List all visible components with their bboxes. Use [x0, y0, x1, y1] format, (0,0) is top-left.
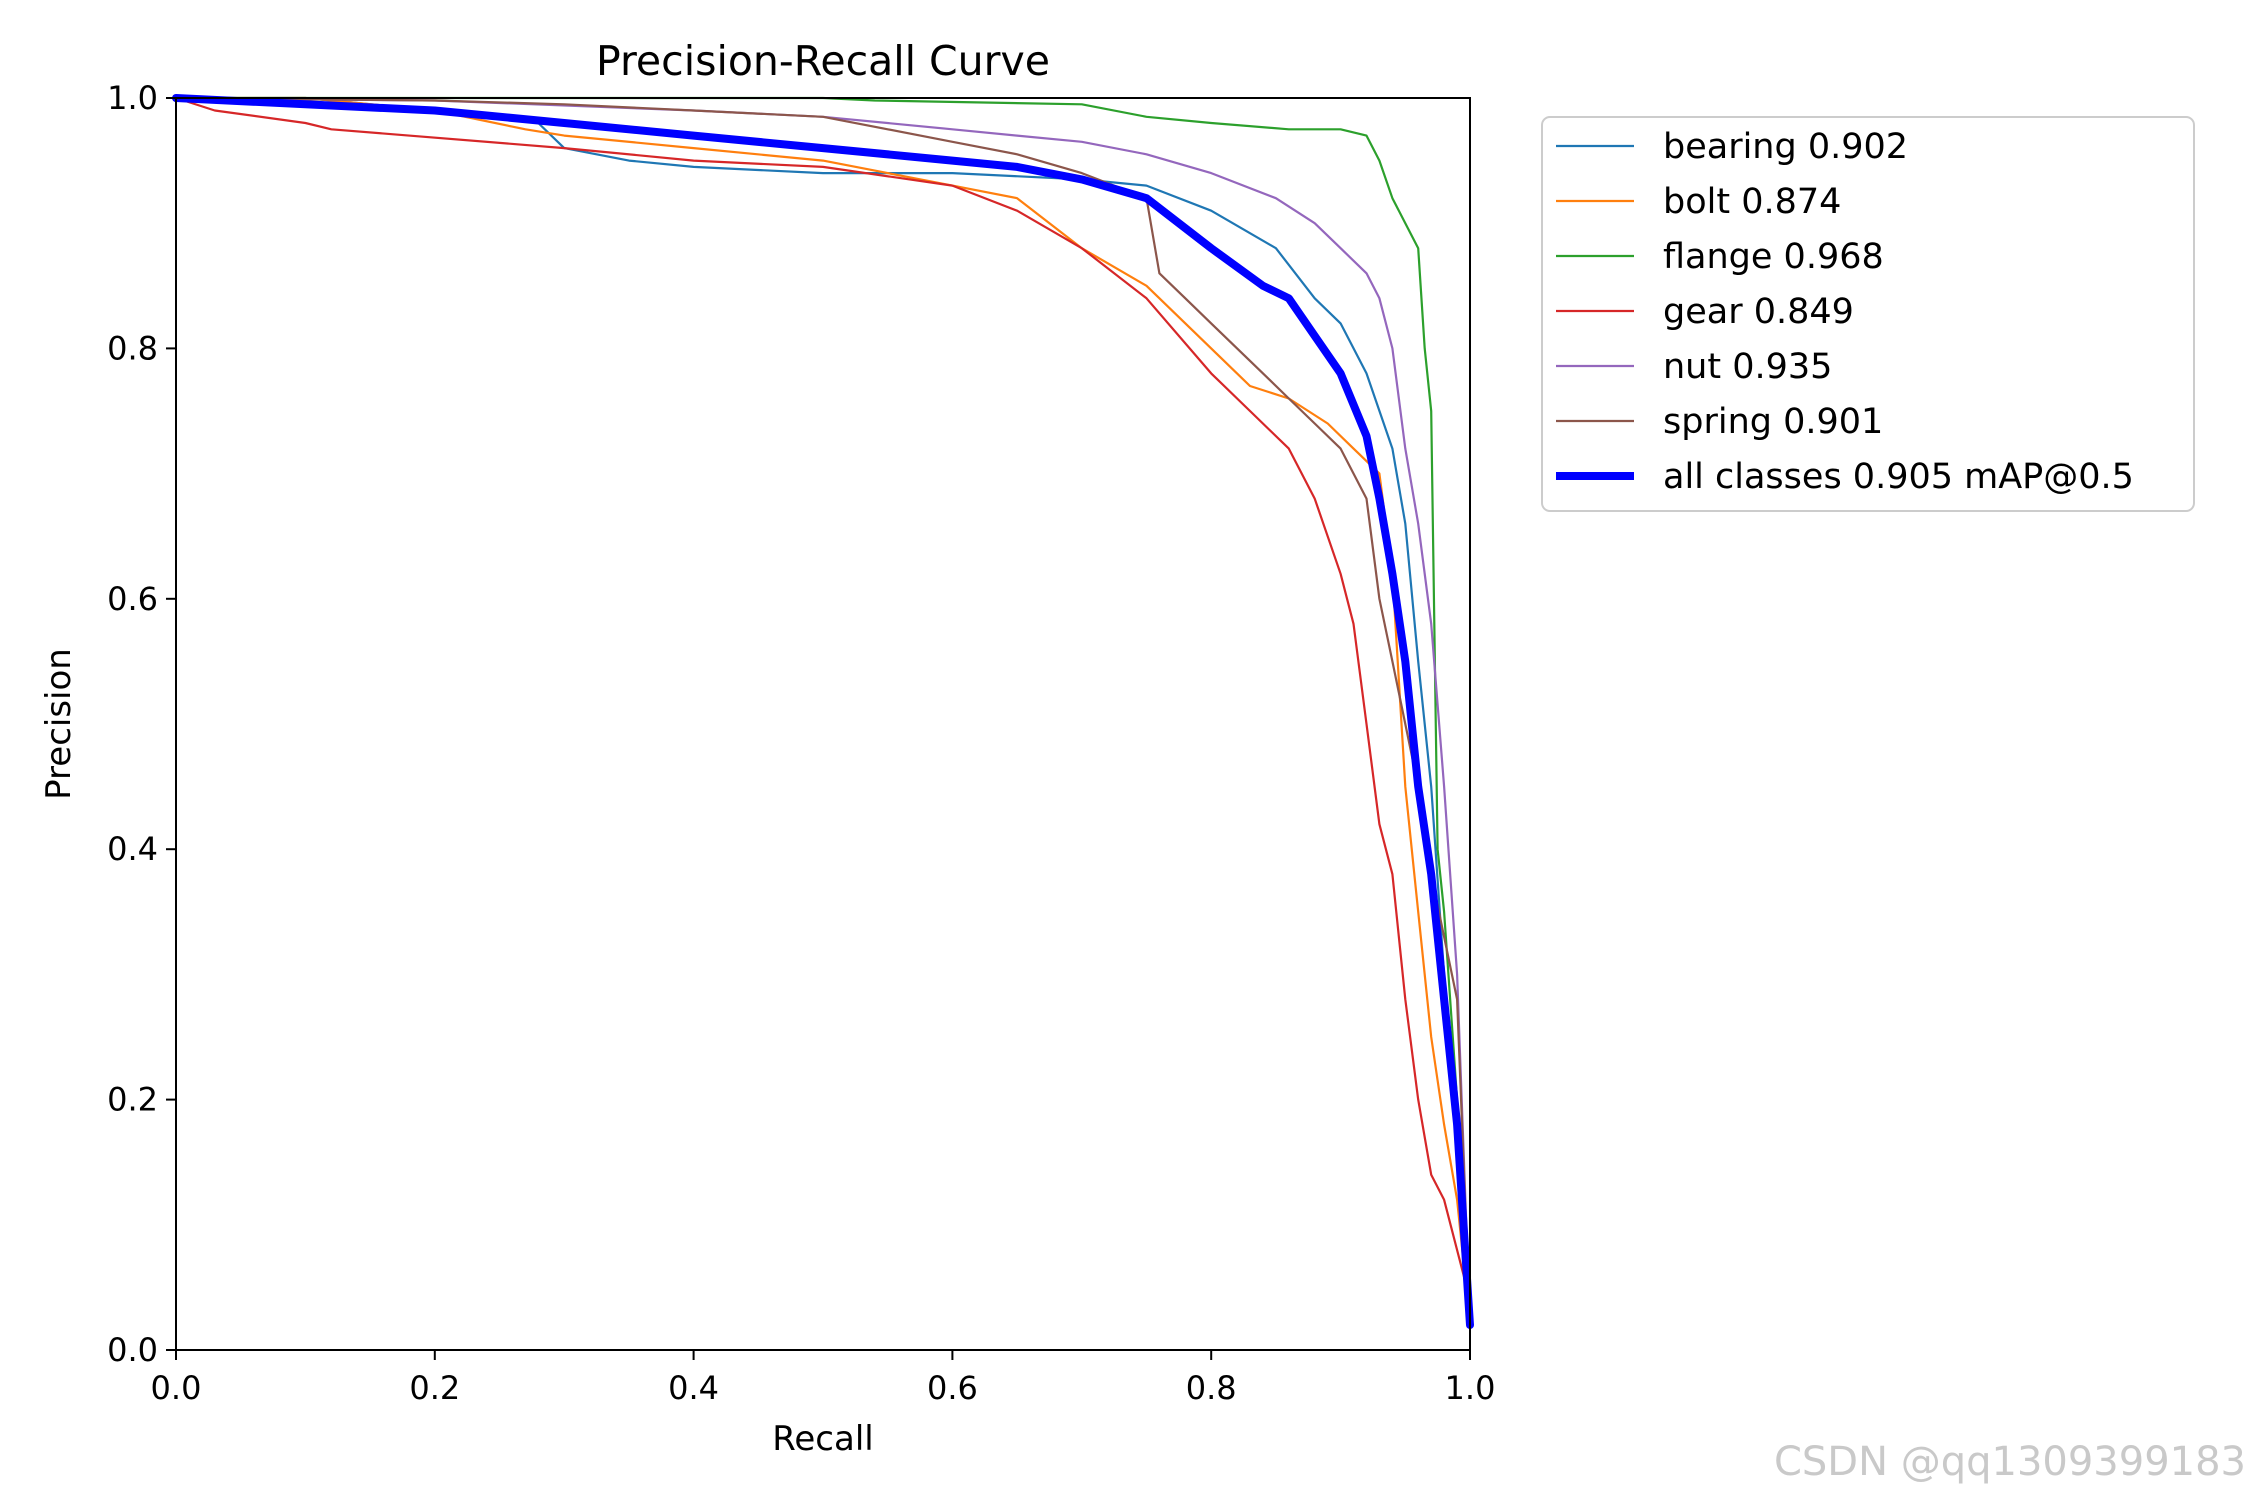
legend-label-5: spring 0.901 — [1663, 402, 1883, 442]
series-line-4 — [174, 96, 1472, 1327]
y-axis-ticks: 0.0 0.2 0.4 0.6 0.8 1.0 — [107, 79, 176, 1369]
chart-title: Precision-Recall Curve — [596, 37, 1050, 85]
series-line-3 — [174, 96, 1472, 1302]
x-axis-ticks: 0.0 0.2 0.4 0.6 0.8 1.0 — [151, 1350, 1496, 1407]
watermark-text: CSDN @qq1309399183 — [1774, 1439, 2246, 1485]
series-line-2 — [174, 96, 1472, 1327]
plot-frame — [175, 97, 1471, 1351]
x-tick-label: 0.2 — [409, 1369, 460, 1407]
legend-box — [1541, 116, 2195, 512]
y-tick-label: 0.8 — [107, 329, 158, 367]
x-tick-label: 0.6 — [927, 1369, 978, 1407]
x-tick-label: 0.4 — [668, 1369, 719, 1407]
legend-items: bearing 0.902 bolt 0.874 flange 0.968 gear … — [1556, 127, 2134, 497]
legend-label-1: bolt 0.874 — [1663, 182, 1841, 222]
legend-label-0: bearing 0.902 — [1663, 127, 1908, 167]
legend-label-3: gear 0.849 — [1663, 292, 1854, 332]
x-tick-label: 0.8 — [1186, 1369, 1237, 1407]
y-axis-label: Precision — [39, 648, 79, 800]
x-tick-label: 0.0 — [151, 1369, 202, 1407]
y-tick-label: 1.0 — [107, 79, 158, 117]
legend-label-6: all classes 0.905 mAP@0.5 — [1663, 457, 2134, 497]
y-tick-label: 0.6 — [107, 580, 158, 618]
series-line-6 — [172, 94, 1474, 1329]
legend-label-2: flange 0.968 — [1663, 237, 1884, 277]
y-tick-label: 0.2 — [107, 1081, 158, 1119]
legend-label-4: nut 0.935 — [1663, 347, 1832, 387]
y-tick-label: 0.4 — [107, 830, 158, 868]
series-line-1 — [174, 96, 1472, 1327]
y-tick-label: 0.0 — [107, 1331, 158, 1369]
legend: bearing 0.902 bolt 0.874 flange 0.968 gear … — [1541, 116, 2195, 512]
x-tick-label: 1.0 — [1445, 1369, 1496, 1407]
x-axis-label: Recall — [772, 1419, 873, 1459]
plot-lines — [172, 94, 1474, 1329]
series-line-0 — [174, 96, 1472, 1327]
